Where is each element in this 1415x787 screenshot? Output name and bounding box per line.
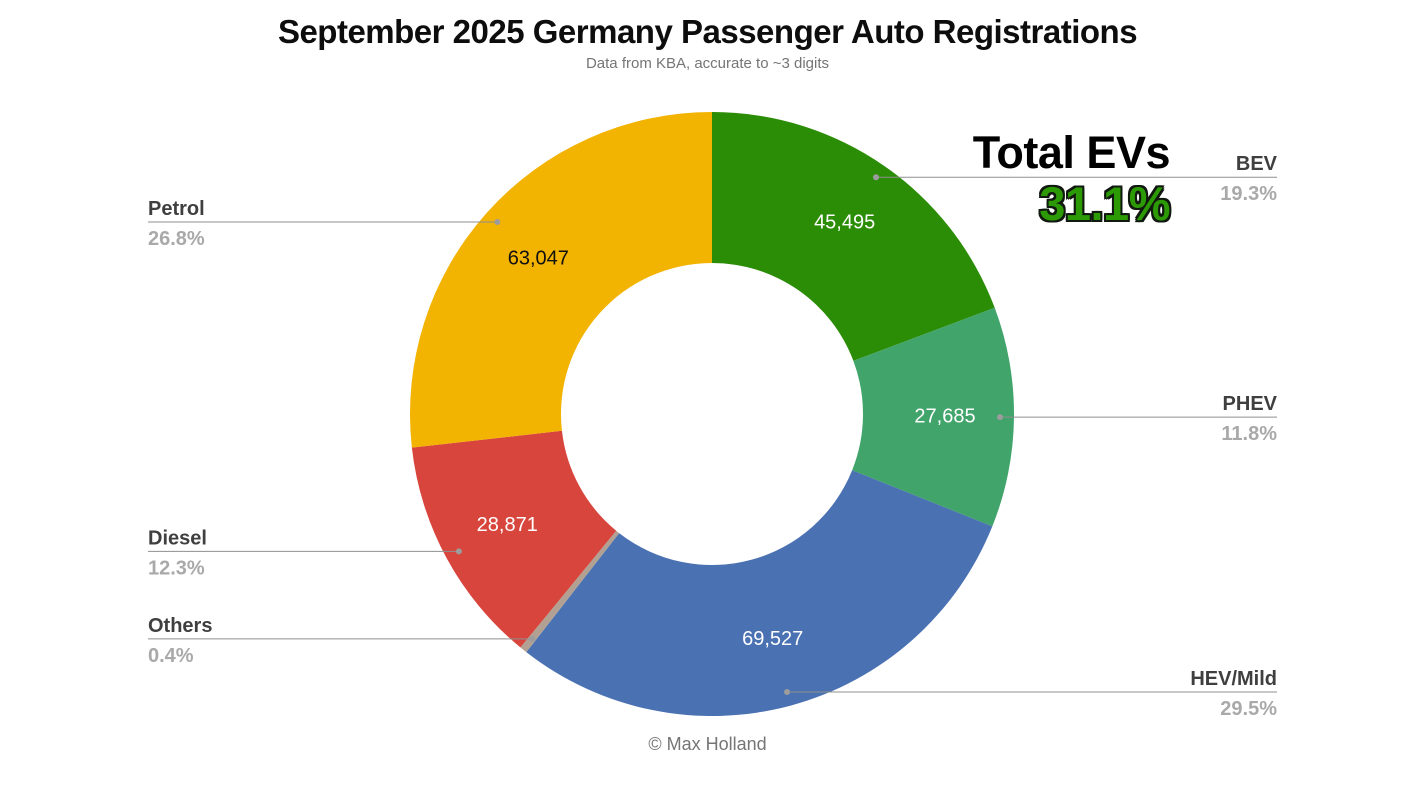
leader-dot-hev-mild — [784, 689, 791, 696]
category-label-hev-mild: HEV/Mild — [1190, 668, 1277, 690]
total-evs-label: Total EVs — [972, 127, 1171, 178]
value-label-bev: 45,495 — [814, 211, 875, 233]
value-label-hev-mild: 69,527 — [742, 628, 803, 650]
author-credit: © Max Holland — [648, 734, 767, 754]
total-evs-annotation: Total EVs 31.1% — [972, 127, 1171, 230]
leader-dot-others — [529, 635, 536, 642]
slice-bev — [712, 112, 995, 361]
pct-label-bev: 19.3% — [1220, 183, 1277, 205]
category-label-diesel: Diesel — [148, 527, 207, 549]
total-evs-value: 31.1% — [1039, 177, 1170, 230]
slice-petrol — [410, 112, 712, 448]
pct-label-hev-mild: 29.5% — [1220, 698, 1277, 720]
category-label-phev: PHEV — [1223, 393, 1278, 415]
leader-dot-phev — [996, 414, 1003, 421]
chart-title: September 2025 Germany Passenger Auto Re… — [277, 13, 1138, 50]
slice-others — [520, 530, 620, 653]
pct-label-phev: 11.8% — [1221, 423, 1277, 445]
pct-label-petrol: 26.8% — [148, 228, 205, 250]
slice-hev-mild — [526, 470, 993, 717]
pct-label-diesel: 12.3% — [148, 557, 205, 579]
value-label-diesel: 28,871 — [477, 514, 538, 536]
category-label-others: Others — [148, 615, 212, 637]
slice-diesel — [411, 430, 617, 648]
value-label-petrol: 63,047 — [508, 248, 569, 270]
leader-dot-bev — [872, 174, 879, 181]
chart-subtitle: Data from KBA, accurate to ~3 digits — [585, 55, 830, 72]
leader-dot-petrol — [494, 219, 501, 226]
leader-dot-diesel — [455, 548, 462, 555]
value-label-phev: 27,685 — [914, 406, 975, 428]
category-label-bev: BEV — [1236, 153, 1278, 175]
pct-label-others: 0.4% — [148, 645, 194, 667]
category-label-petrol: Petrol — [148, 198, 205, 220]
slice-phev — [852, 307, 1014, 527]
